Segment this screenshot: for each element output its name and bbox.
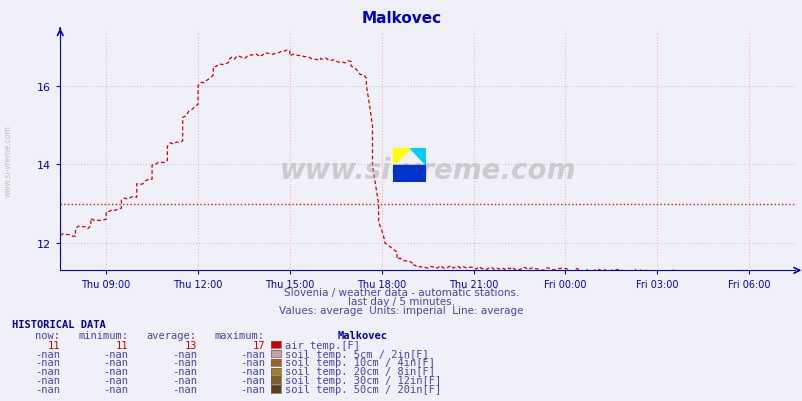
Text: soil temp. 20cm / 8in[F]: soil temp. 20cm / 8in[F] [285,367,435,376]
Text: now:: now: [35,330,60,340]
Text: www.si-vreme.com: www.si-vreme.com [3,125,13,196]
Text: -nan: -nan [103,384,128,394]
Text: Slovenia / weather data - automatic stations.: Slovenia / weather data - automatic stat… [283,288,519,298]
Text: last day / 5 minutes.: last day / 5 minutes. [347,297,455,306]
Text: average:: average: [147,330,196,340]
Text: -nan: -nan [35,384,60,394]
Text: -nan: -nan [103,375,128,385]
Text: -nan: -nan [35,367,60,376]
Text: -nan: -nan [172,384,196,394]
Polygon shape [409,148,425,165]
Text: -nan: -nan [172,375,196,385]
Text: Malkovec: Malkovec [337,330,387,340]
Text: -nan: -nan [35,375,60,385]
Text: -nan: -nan [103,367,128,376]
Text: soil temp. 10cm / 4in[F]: soil temp. 10cm / 4in[F] [285,358,435,367]
Text: HISTORICAL DATA: HISTORICAL DATA [12,319,106,329]
Text: www.si-vreme.com: www.si-vreme.com [279,156,575,184]
Text: soil temp. 50cm / 20in[F]: soil temp. 50cm / 20in[F] [285,384,441,394]
Text: Malkovec: Malkovec [361,10,441,26]
Polygon shape [393,148,409,165]
Polygon shape [393,165,425,182]
Text: 11: 11 [47,340,60,350]
Text: -nan: -nan [240,384,265,394]
Text: air temp.[F]: air temp.[F] [285,340,359,350]
Text: -nan: -nan [35,358,60,367]
Text: -nan: -nan [172,349,196,358]
Text: 11: 11 [115,340,128,350]
Text: -nan: -nan [103,349,128,358]
Text: -nan: -nan [172,358,196,367]
Text: Values: average  Units: imperial  Line: average: Values: average Units: imperial Line: av… [279,306,523,315]
Text: -nan: -nan [240,349,265,358]
Text: 17: 17 [252,340,265,350]
Text: minimum:: minimum: [79,330,128,340]
Text: -nan: -nan [172,367,196,376]
Text: -nan: -nan [240,367,265,376]
Text: -nan: -nan [240,358,265,367]
Text: -nan: -nan [240,375,265,385]
Text: -nan: -nan [35,349,60,358]
Text: soil temp. 5cm / 2in[F]: soil temp. 5cm / 2in[F] [285,349,428,358]
Text: maximum:: maximum: [215,330,265,340]
Text: -nan: -nan [103,358,128,367]
Text: 13: 13 [184,340,196,350]
Text: soil temp. 30cm / 12in[F]: soil temp. 30cm / 12in[F] [285,375,441,385]
